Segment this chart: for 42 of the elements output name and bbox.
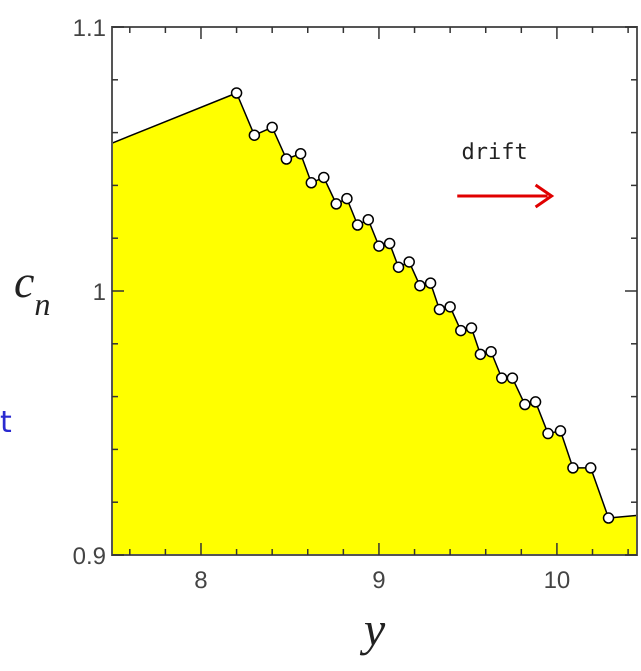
point [392,261,404,273]
point [306,177,318,189]
point [485,346,497,358]
point [519,398,531,410]
y-tick-label: 1.1 [72,15,106,42]
point [474,348,486,360]
x-tick-label: 10 [544,567,570,594]
point [373,240,385,252]
y-axis-title: c$_{n}$ [14,256,51,322]
point [280,153,292,165]
point [341,192,353,204]
point [384,238,396,250]
point [496,372,508,384]
point [434,304,446,316]
point [530,396,542,408]
point [414,280,426,292]
point [330,198,342,210]
point [584,462,596,474]
x-tick-label: 8 [194,567,208,594]
point [567,462,579,474]
point [230,87,242,99]
point [362,214,374,226]
y-tick-label: 0.9 [72,543,106,570]
point [455,324,467,336]
point [542,428,554,440]
point [294,148,306,160]
point [266,122,278,134]
point [403,256,415,268]
text: t [0,405,12,440]
y-tick-label: 1 [92,279,106,306]
annotation: drift [462,140,528,165]
point [424,277,436,289]
point [466,322,478,334]
point [318,172,330,184]
point [602,512,614,524]
x-axis-title: y [358,603,386,656]
x-tick-label: 9 [372,567,386,594]
point [506,372,518,384]
point [352,219,364,231]
point [444,301,456,313]
point [248,129,260,141]
point [554,425,566,437]
